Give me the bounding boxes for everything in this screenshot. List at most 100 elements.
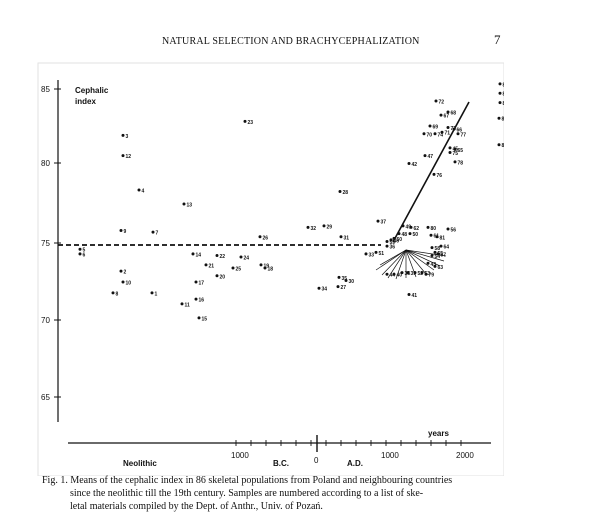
cephalic-index-plot: Cephalic index 85 80 75 70 65 1000 0 100… bbox=[37, 62, 508, 477]
data-point-54 bbox=[430, 253, 434, 257]
data-point-23 bbox=[243, 119, 247, 123]
data-label-55: 55 bbox=[438, 251, 444, 257]
data-point-5 bbox=[78, 247, 82, 251]
data-point-74 bbox=[433, 132, 437, 136]
data-label-16: 16 bbox=[199, 298, 205, 304]
data-point-38 bbox=[400, 271, 404, 275]
leader-line-4 bbox=[395, 249, 407, 280]
data-label-28: 28 bbox=[343, 190, 349, 196]
data-point-71 bbox=[440, 130, 444, 134]
data-point-7 bbox=[151, 230, 155, 234]
data-label-26: 26 bbox=[263, 235, 269, 241]
y-tick-label-70: 70 bbox=[41, 316, 50, 325]
data-label-74: 74 bbox=[438, 132, 444, 138]
caption-line-3: letal materials compiled by the Dept. of… bbox=[70, 501, 323, 512]
data-label-17: 17 bbox=[199, 281, 205, 287]
x-axis-label-years: years bbox=[428, 429, 449, 438]
data-label-46: 46 bbox=[394, 238, 400, 244]
data-point-35 bbox=[337, 275, 341, 279]
data-point-3 bbox=[121, 133, 125, 137]
data-label-86: 86 bbox=[502, 143, 505, 149]
data-label-37: 37 bbox=[381, 220, 387, 226]
data-point-19 bbox=[259, 263, 263, 267]
data-label-10: 10 bbox=[126, 281, 132, 287]
data-point-31 bbox=[339, 235, 343, 239]
data-point-26 bbox=[258, 235, 262, 239]
data-label-50: 50 bbox=[413, 232, 419, 238]
data-point-12 bbox=[121, 154, 125, 158]
data-point-70 bbox=[422, 132, 426, 136]
data-label-31: 31 bbox=[344, 235, 350, 241]
data-label-63: 63 bbox=[438, 265, 444, 271]
data-label-69: 69 bbox=[433, 125, 439, 131]
data-label-70: 70 bbox=[427, 132, 433, 138]
data-point-55 bbox=[433, 250, 437, 254]
data-point-86 bbox=[497, 143, 501, 147]
data-label-81: 81 bbox=[440, 235, 446, 241]
data-label-44: 44 bbox=[390, 273, 396, 279]
y-tick-label-80: 80 bbox=[41, 159, 50, 168]
cluster-leader-lines bbox=[375, 249, 447, 280]
data-label-14: 14 bbox=[196, 252, 202, 258]
data-label-64: 64 bbox=[444, 245, 450, 251]
page-number: 7 bbox=[494, 32, 501, 47]
data-point-64 bbox=[439, 244, 443, 248]
data-point-10 bbox=[121, 280, 125, 284]
figure-1: Cephalic index 85 80 75 70 65 1000 0 100… bbox=[36, 60, 508, 477]
data-point-78 bbox=[453, 160, 457, 164]
data-point-14 bbox=[191, 252, 195, 256]
data-point-8 bbox=[111, 291, 115, 295]
leader-line-1 bbox=[375, 249, 407, 271]
data-point-69 bbox=[428, 124, 432, 128]
data-label-68: 68 bbox=[451, 110, 457, 116]
leader-line-2 bbox=[381, 249, 407, 276]
data-label-80: 80 bbox=[431, 226, 437, 232]
data-point-61 bbox=[429, 233, 433, 237]
data-label-23: 23 bbox=[248, 120, 254, 126]
data-label-84: 84 bbox=[502, 117, 505, 123]
data-label-29: 29 bbox=[327, 224, 333, 230]
data-point-65 bbox=[453, 147, 457, 151]
data-label-71: 71 bbox=[445, 131, 451, 137]
data-point-18 bbox=[263, 266, 267, 270]
era-label-ad: A.D. bbox=[347, 459, 363, 468]
data-point-21 bbox=[204, 263, 208, 267]
data-point-41 bbox=[407, 292, 411, 296]
data-label-12: 12 bbox=[126, 154, 132, 160]
data-point-63 bbox=[433, 264, 437, 268]
data-point-56 bbox=[446, 227, 450, 231]
data-label-43: 43 bbox=[431, 262, 437, 268]
data-label-5: 5 bbox=[83, 248, 86, 254]
data-point-76 bbox=[432, 172, 436, 176]
data-point-75 bbox=[448, 151, 452, 155]
data-label-6: 6 bbox=[83, 252, 86, 258]
data-label-65: 65 bbox=[458, 148, 464, 154]
data-label-42: 42 bbox=[412, 162, 418, 168]
data-point-62 bbox=[409, 225, 413, 229]
caption-line-1: Fig. 1. Means of the cephalic index in 8… bbox=[42, 475, 453, 486]
data-point-9 bbox=[119, 229, 123, 233]
data-point-46 bbox=[389, 238, 393, 242]
data-point-42 bbox=[407, 161, 411, 165]
data-label-7: 7 bbox=[156, 231, 159, 237]
y-axis-label-line2: index bbox=[75, 97, 96, 106]
data-point-20 bbox=[215, 274, 219, 278]
data-point-52 bbox=[413, 271, 417, 275]
data-point-32 bbox=[306, 225, 310, 229]
data-point-30 bbox=[344, 278, 348, 282]
era-label-bc: B.C. bbox=[273, 459, 289, 468]
data-label-39: 39 bbox=[411, 271, 417, 277]
data-point-85 bbox=[498, 101, 502, 105]
data-label-73: 73 bbox=[451, 126, 457, 132]
data-label-78: 78 bbox=[458, 160, 464, 166]
data-point-79 bbox=[424, 272, 428, 276]
data-label-18: 18 bbox=[268, 266, 274, 272]
data-label-33: 33 bbox=[369, 252, 375, 258]
figure-caption: Fig. 1. Means of the cephalic index in 8… bbox=[42, 474, 562, 513]
x-label-2000: 2000 bbox=[456, 451, 474, 460]
y-tick-label-75: 75 bbox=[41, 239, 50, 248]
data-point-15 bbox=[197, 316, 201, 320]
data-point-33 bbox=[364, 252, 368, 256]
data-point-40 bbox=[392, 272, 396, 276]
data-point-36 bbox=[385, 244, 389, 248]
